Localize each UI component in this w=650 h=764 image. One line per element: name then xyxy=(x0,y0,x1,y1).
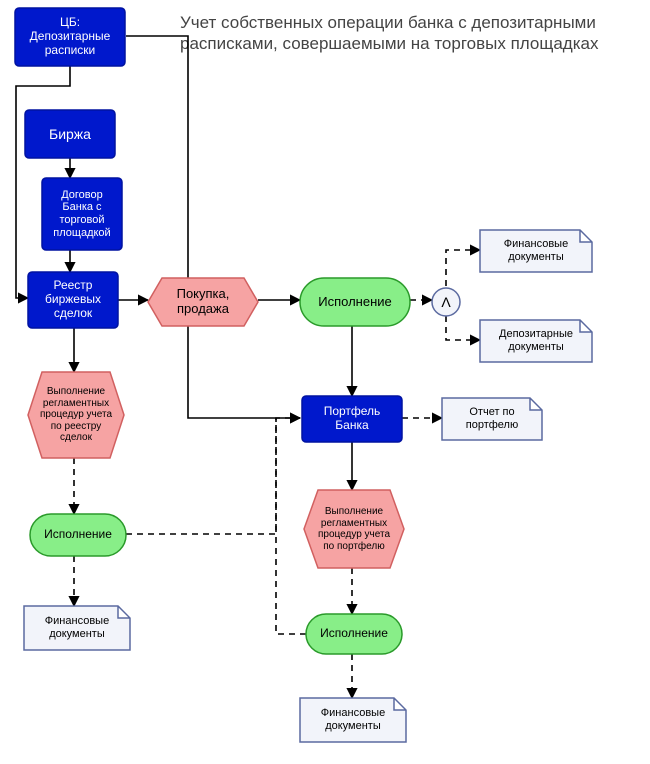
node-reestr-label: Реестрбиржевыхсделок xyxy=(28,272,118,328)
node-findoc2-label: Финансовыедокументы xyxy=(24,606,130,650)
node-birzha-label: Биржа xyxy=(25,110,115,158)
node-findoc1-label: Финансовыедокументы xyxy=(480,230,592,272)
node-dogovor-label: ДоговорБанка сторговойплощадкой xyxy=(42,178,122,250)
node-ispoln2-label: Исполнение xyxy=(30,514,126,556)
node-otchet-label: Отчет попортфелю xyxy=(442,398,542,440)
node-depdoc-label: Депозитарныедокументы xyxy=(480,320,592,362)
node-lambda-label: Λ xyxy=(432,288,460,316)
node-ispoln3-label: Исполнение xyxy=(306,614,402,654)
node-vypoln2-label: Выполнениерегламентныхпроцедур учетапо п… xyxy=(304,490,404,568)
node-findoc3-label: Финансовыедокументы xyxy=(300,698,406,742)
node-pokupka-label: Покупка,продажа xyxy=(148,278,258,326)
node-vypoln1-label: Выполнениерегламентныхпроцедур учетапо р… xyxy=(28,372,124,458)
flowchart-canvas: Учет собственных операции банка с депози… xyxy=(0,0,650,764)
node-ispoln1-label: Исполнение xyxy=(300,278,410,326)
node-portfel-label: ПортфельБанка xyxy=(302,396,402,442)
node-cb-label: ЦБ:Депозитарныерасписки xyxy=(15,8,125,66)
